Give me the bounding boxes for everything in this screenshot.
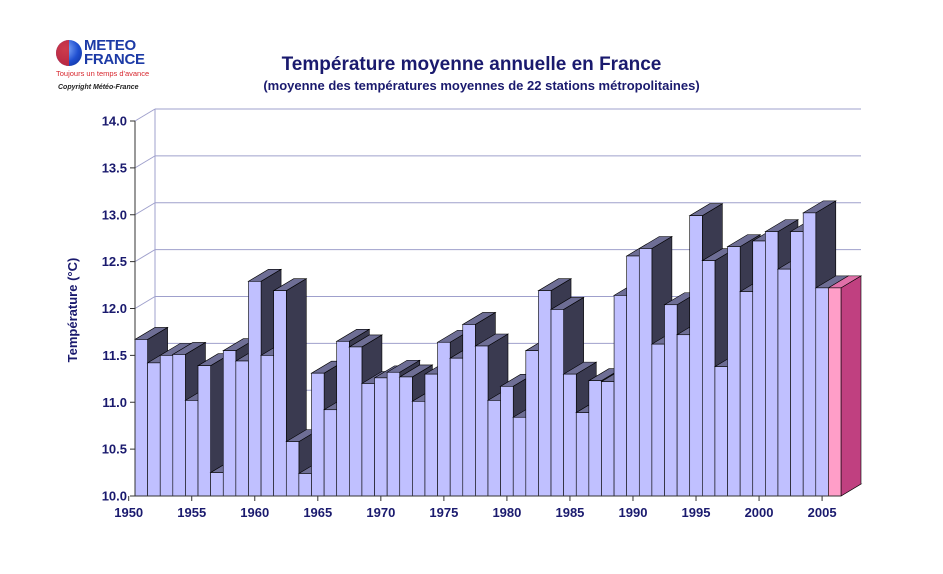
meteo-france-logo: METEO FRANCE Toujours un temps d'avance	[56, 38, 156, 94]
logo-text-line1: METEO	[84, 37, 136, 54]
bar-front-1990	[626, 255, 640, 497]
gridline-left-4	[134, 296, 156, 309]
logo-text-line2: FRANCE	[84, 51, 145, 68]
bar-front-1998	[727, 246, 741, 497]
bar-front-1986	[575, 412, 590, 497]
bar-front-1967	[336, 341, 350, 497]
y-tick-label-4: 12.0	[102, 301, 127, 316]
logo-emblem-icon	[56, 40, 82, 66]
x-tick-label-2: 1960	[240, 505, 269, 520]
bar-front-1976	[449, 357, 464, 497]
bar-front-1952	[147, 362, 161, 497]
x-tick-label-4: 1970	[366, 505, 395, 520]
bar-front-1955	[185, 400, 199, 497]
bar-front-1954	[172, 354, 186, 497]
y-tick-label-6: 13.0	[102, 207, 127, 222]
bar-front-1982	[525, 350, 539, 497]
bar-front-1991	[638, 248, 653, 497]
bar-front-1951	[134, 339, 148, 497]
bar-front-1989	[613, 295, 627, 497]
gridline-left-7	[134, 155, 156, 169]
y-tick-label-1: 10.5	[102, 442, 127, 457]
bar-front-1959	[235, 360, 249, 497]
bar-front-2001	[765, 231, 779, 497]
bar-front-2004	[802, 212, 817, 497]
bar-front-1981	[512, 416, 527, 497]
x-tick-label-8: 1990	[619, 505, 648, 520]
chart-subtitle: (moyenne des températures moyennes de 22…	[263, 78, 700, 93]
bar-front-1996	[702, 260, 716, 497]
bar-side-2006	[840, 275, 862, 497]
bar-front-1965	[311, 372, 325, 497]
bar-front-2006	[828, 287, 842, 497]
bar-2006	[827, 275, 863, 497]
bar-front-1993	[664, 304, 678, 497]
bar-front-2002	[777, 268, 791, 497]
y-tick-label-0: 10.0	[102, 489, 127, 504]
x-tick-label-7: 1985	[555, 505, 584, 520]
bar-front-1969	[361, 383, 375, 497]
x-tick-label-3: 1965	[303, 505, 332, 520]
x-tick-label-10: 2000	[745, 505, 774, 520]
bar-front-1963	[285, 441, 300, 497]
x-tick-label-1: 1955	[177, 505, 206, 520]
bar-front-1980	[500, 386, 514, 497]
bar-front-1966	[323, 409, 338, 497]
y-tick-label-2: 11.0	[102, 395, 127, 410]
bar-front-1988	[601, 381, 615, 497]
x-tick-label-11: 2005	[808, 505, 837, 520]
bar-front-1987	[588, 380, 602, 497]
copyright-text: Copyright Météo-France	[58, 84, 139, 91]
x-tick-label-0: 1950	[114, 505, 143, 520]
bar-front-1973	[412, 401, 426, 497]
bar-front-1953	[159, 355, 174, 497]
bar-front-1974	[424, 373, 438, 497]
bar-front-2005	[815, 287, 829, 497]
bar-front-1985	[563, 373, 577, 497]
bar-front-1994	[676, 334, 691, 497]
bar-front-1964	[298, 473, 312, 497]
bar-front-1956	[197, 365, 211, 497]
chart-title: Température moyenne annuelle en France	[281, 54, 662, 75]
x-tick-label-9: 1995	[682, 505, 711, 520]
bar-front-2003	[790, 231, 804, 497]
bar-front-1983	[538, 290, 552, 497]
bar-front-1999	[739, 291, 754, 497]
bar-front-1972	[399, 376, 413, 497]
bar-front-1992	[651, 343, 665, 497]
bar-front-1975	[437, 341, 451, 497]
bar-front-1971	[386, 371, 401, 497]
x-tick-label-6: 1980	[492, 505, 521, 520]
bar-front-1970	[374, 377, 388, 497]
bar-front-2000	[752, 240, 766, 497]
gridline-left-8	[134, 108, 156, 122]
bar-front-1978	[475, 345, 489, 497]
x-tick-label-5: 1975	[429, 505, 458, 520]
bar-front-1961	[260, 355, 274, 497]
bar-front-1962	[273, 290, 287, 497]
gridline-left-5	[134, 249, 156, 263]
bar-front-1979	[487, 400, 501, 497]
y-tick-label-8: 14.0	[102, 114, 127, 129]
bar-front-1960	[248, 281, 262, 497]
bar-front-1957	[210, 472, 224, 497]
y-tick-label-3: 11.5	[102, 348, 127, 363]
bar-front-1968	[349, 346, 363, 497]
y-tick-label-5: 12.5	[102, 254, 127, 269]
bar-front-1958	[222, 350, 237, 497]
logo-tagline: Toujours un temps d'avance	[56, 69, 150, 78]
bar-front-1977	[462, 324, 476, 497]
bar-front-1984	[550, 309, 564, 497]
y-axis-title: Température (°C)	[65, 258, 80, 363]
bar-front-1995	[689, 215, 703, 497]
y-tick-label-7: 13.5	[102, 160, 127, 175]
gridline-left-6	[134, 202, 156, 216]
bar-front-1997	[714, 366, 728, 497]
